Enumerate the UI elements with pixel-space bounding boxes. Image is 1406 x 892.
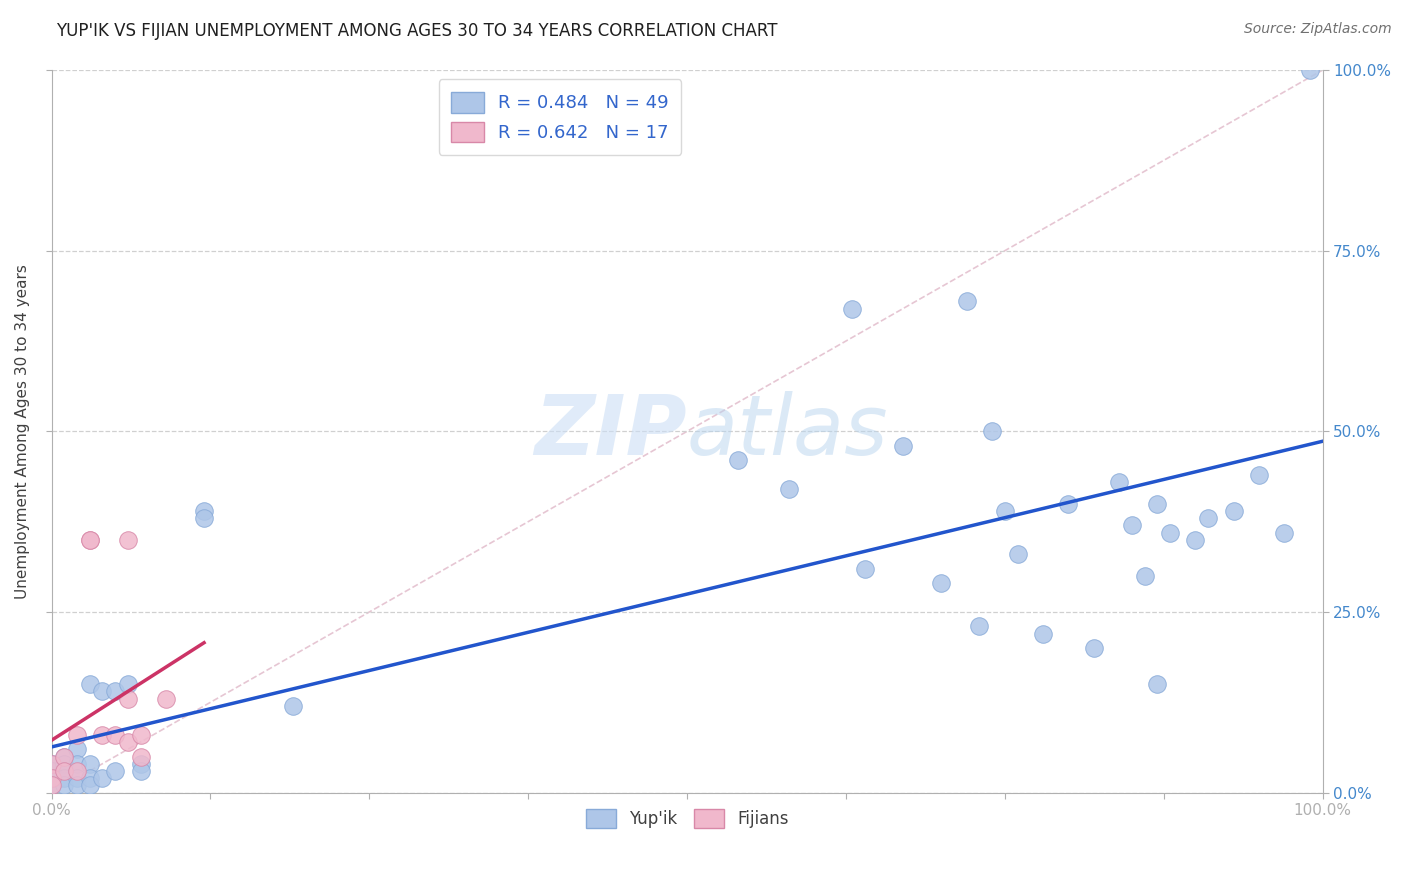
Point (53, 771, 76, 785)
Point (53, 749, 76, 764)
Point (41, 756, 63, 771)
Point (956, 294, 979, 309)
Point (79, 779, 101, 793)
Point (41, 771, 63, 785)
Point (853, 562, 876, 576)
Point (891, 439, 914, 453)
Point (66, 764, 89, 778)
Point (91, 728, 114, 742)
Point (117, 533, 139, 547)
Point (53, 779, 76, 793)
Point (91, 684, 114, 698)
Point (1146, 677, 1168, 691)
Point (1299, 63, 1322, 78)
Point (1184, 533, 1206, 547)
Point (1197, 511, 1219, 525)
Text: Source: ZipAtlas.com: Source: ZipAtlas.com (1244, 22, 1392, 37)
Point (969, 619, 991, 633)
Point (841, 301, 863, 316)
Point (79, 771, 101, 785)
Point (1247, 467, 1270, 482)
Point (53, 764, 76, 778)
Point (79, 756, 101, 771)
Point (1159, 525, 1181, 540)
Point (117, 677, 139, 691)
Point (79, 677, 101, 691)
Point (193, 504, 215, 518)
Point (981, 425, 1004, 439)
Point (41, 779, 63, 793)
Point (41, 756, 63, 771)
Point (727, 453, 749, 467)
Point (66, 771, 89, 785)
Point (129, 764, 152, 778)
Point (53, 749, 76, 764)
Point (155, 691, 177, 706)
Point (281, 698, 304, 713)
Point (994, 504, 1017, 518)
Point (778, 482, 800, 496)
Point (929, 576, 952, 591)
Point (66, 756, 89, 771)
Point (41, 764, 63, 778)
Point (53, 756, 76, 771)
Text: YUP'IK VS FIJIAN UNEMPLOYMENT AMONG AGES 30 TO 34 YEARS CORRELATION CHART: YUP'IK VS FIJIAN UNEMPLOYMENT AMONG AGES… (56, 22, 778, 40)
Legend: Yup'ik, Fijians: Yup'ik, Fijians (579, 802, 796, 835)
Point (66, 742, 89, 756)
Point (193, 511, 215, 525)
Point (41, 771, 63, 785)
Point (66, 728, 89, 742)
Point (129, 749, 152, 764)
Point (79, 533, 101, 547)
Text: atlas: atlas (688, 391, 889, 472)
Point (129, 728, 152, 742)
Point (104, 728, 127, 742)
Point (117, 691, 139, 706)
Point (1121, 518, 1143, 533)
Point (1146, 497, 1168, 511)
Y-axis label: Unemployment Among Ages 30 to 34 years: Unemployment Among Ages 30 to 34 years (15, 264, 30, 599)
Point (91, 771, 114, 785)
Point (129, 756, 152, 771)
Point (53, 764, 76, 778)
Point (41, 779, 63, 793)
Text: ZIP: ZIP (534, 391, 688, 472)
Point (117, 735, 139, 749)
Point (66, 779, 89, 793)
Point (1083, 641, 1105, 656)
Point (1032, 626, 1054, 640)
Point (1133, 569, 1156, 583)
Point (1222, 504, 1244, 518)
Point (1057, 497, 1080, 511)
Point (104, 764, 127, 778)
Point (1274, 525, 1296, 540)
Point (79, 533, 101, 547)
Point (1007, 547, 1029, 561)
Point (1108, 475, 1130, 489)
Point (104, 684, 127, 698)
